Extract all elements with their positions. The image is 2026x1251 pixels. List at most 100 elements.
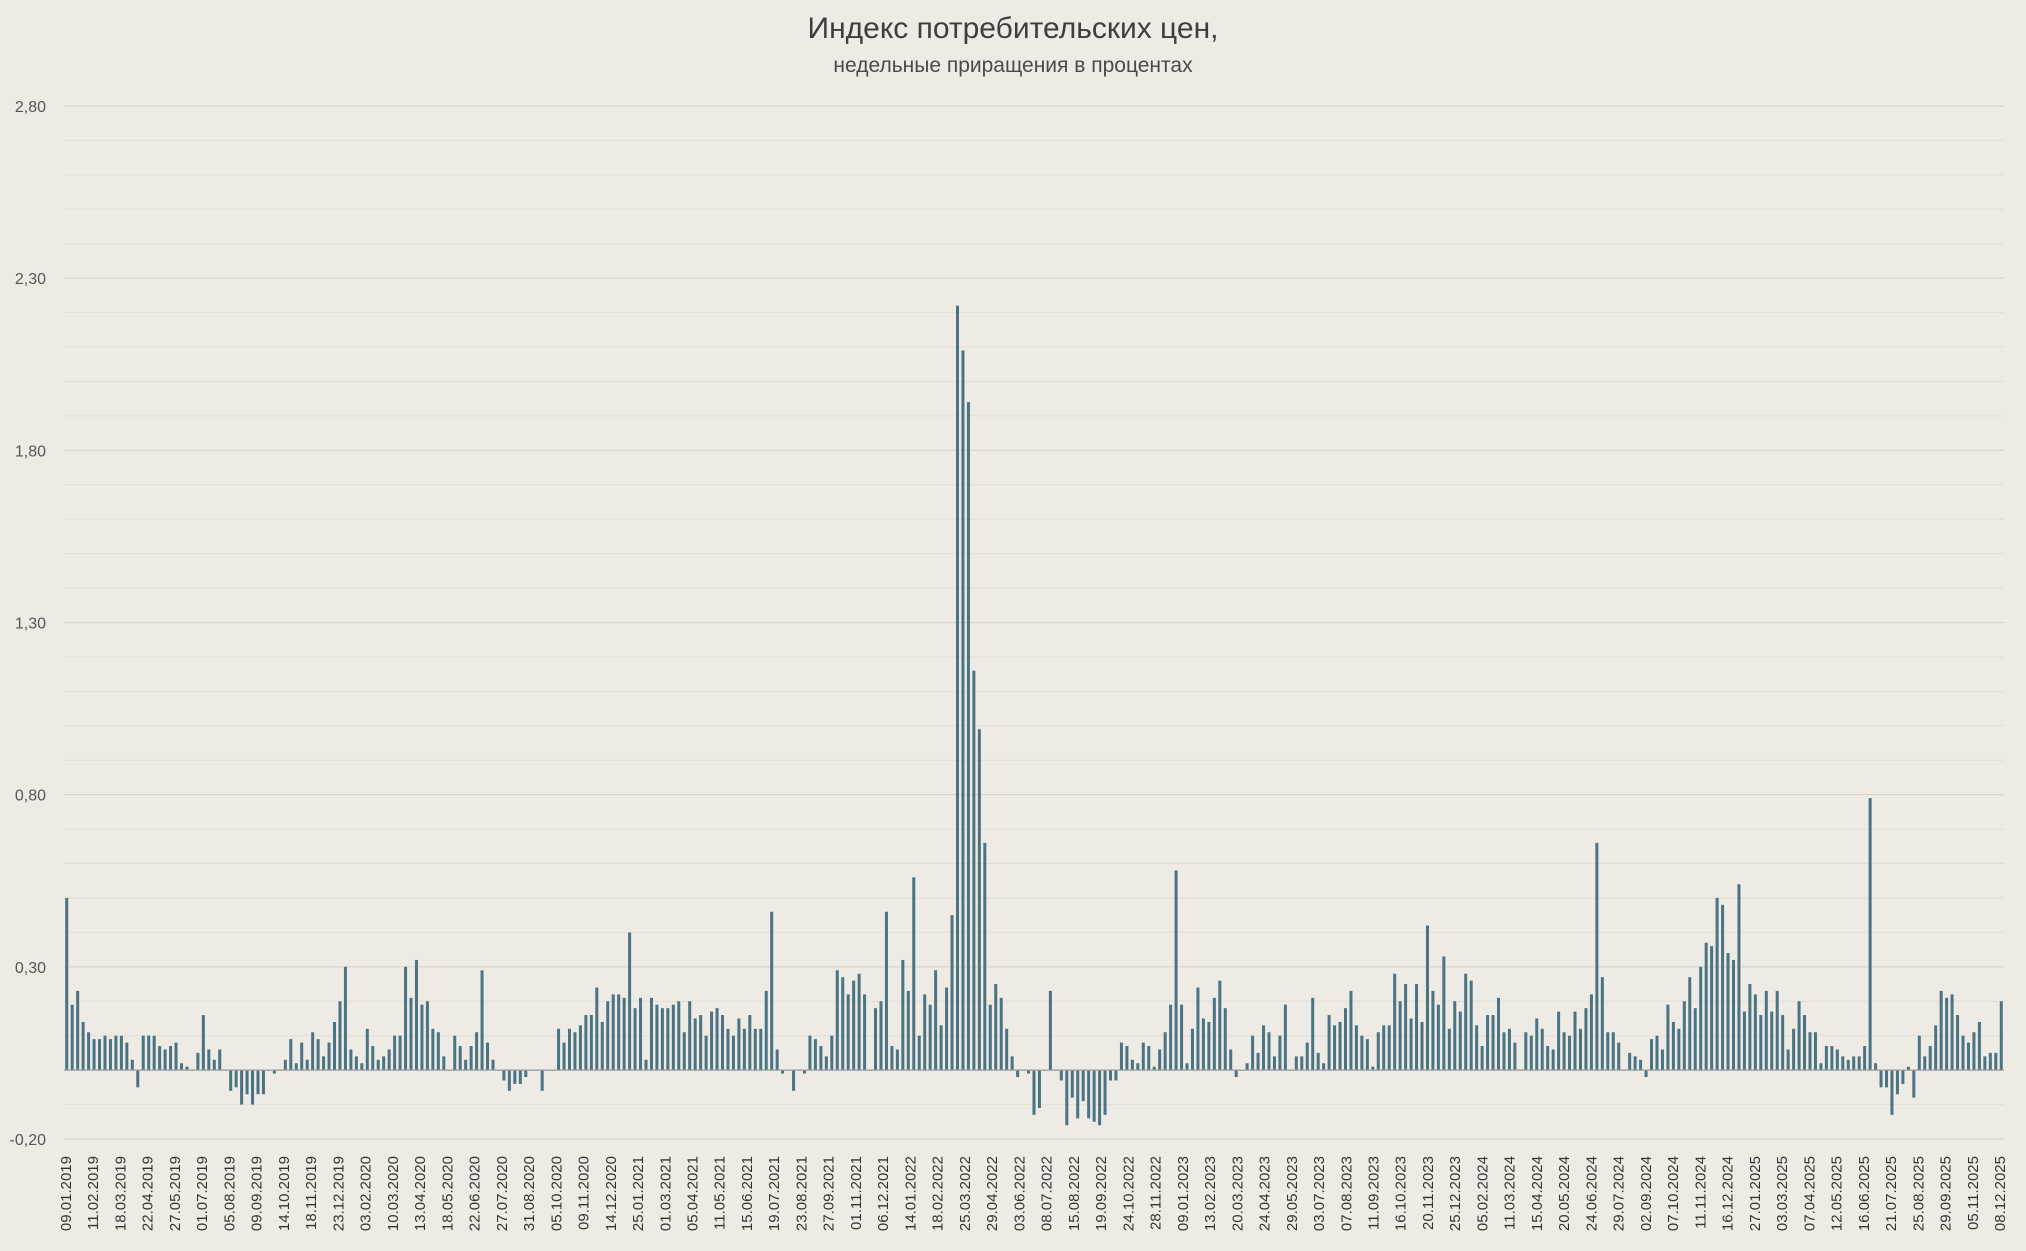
bar (524, 1070, 528, 1078)
bar (360, 1063, 364, 1071)
x-tick-label: 25.01.2021 (630, 1156, 647, 1231)
bar (1415, 984, 1419, 1071)
bar (1322, 1063, 1326, 1071)
bar (114, 1035, 118, 1071)
bar (1890, 1070, 1894, 1115)
bar (108, 1039, 112, 1071)
x-tick-label: 19.07.2021 (766, 1156, 783, 1231)
x-tick-label: 20.11.2023 (1420, 1156, 1437, 1230)
bar (1726, 953, 1730, 1071)
x-tick-label: 05.08.2019 (221, 1156, 238, 1231)
bar (1699, 966, 1703, 1071)
bar (294, 1063, 298, 1071)
bar (1480, 1046, 1484, 1071)
bar (1338, 1021, 1342, 1071)
bar (1376, 1032, 1380, 1071)
bar (1764, 990, 1768, 1071)
bar (1262, 1025, 1266, 1071)
bar (726, 1028, 730, 1071)
bar (87, 1032, 91, 1071)
bar (1502, 1032, 1506, 1071)
bar (710, 1011, 714, 1071)
bar (764, 990, 768, 1071)
bar (1076, 1070, 1080, 1119)
bar (1852, 1056, 1856, 1071)
bar (338, 1001, 342, 1071)
x-tick-label: 29.04.2022 (984, 1156, 1001, 1231)
bar (1425, 925, 1429, 1071)
bar (229, 1070, 233, 1091)
bar (316, 1039, 320, 1071)
bar (371, 1046, 375, 1071)
bar (884, 911, 888, 1071)
x-tick-label: 18.05.2020 (439, 1156, 456, 1231)
bar (655, 1004, 659, 1071)
y-tick-label: 1,30 (15, 616, 46, 633)
x-tick-label: 09.01.2023 (1175, 1156, 1192, 1231)
bar (567, 1028, 571, 1071)
bar (305, 1059, 309, 1071)
x-tick-label: 16.06.2025 (1856, 1156, 1873, 1231)
bar (1895, 1070, 1899, 1095)
bar (824, 1056, 828, 1071)
bar (1617, 1042, 1621, 1071)
bar (1371, 1066, 1375, 1071)
bar (928, 1004, 932, 1071)
bar (715, 1008, 719, 1071)
x-tick-label: 29.05.2023 (1284, 1156, 1301, 1231)
bar (1863, 1046, 1867, 1071)
x-tick-label: 20.03.2023 (1229, 1156, 1246, 1231)
x-tick-label: 15.06.2021 (739, 1156, 756, 1231)
bar (1704, 942, 1708, 1071)
bar (977, 729, 981, 1071)
bar (1879, 1070, 1883, 1088)
bar (950, 915, 954, 1071)
bar (1349, 990, 1353, 1071)
bar (1354, 1025, 1358, 1071)
x-tick-label: 01.07.2019 (194, 1156, 211, 1231)
x-tick-label: 11.02.2019 (85, 1156, 102, 1230)
bar (349, 1049, 353, 1071)
bar (731, 1035, 735, 1071)
bar (1715, 897, 1719, 1071)
bar (1934, 1025, 1938, 1071)
bar (1207, 1021, 1211, 1071)
x-tick-label: 09.01.2019 (58, 1156, 75, 1231)
bar (398, 1035, 402, 1071)
bar (617, 994, 621, 1071)
bar (1901, 1070, 1905, 1084)
bar (1529, 1035, 1533, 1071)
bar (819, 1046, 823, 1071)
bar (1458, 1011, 1462, 1071)
bar (1196, 987, 1200, 1071)
x-tick-label: 03.06.2022 (1011, 1156, 1028, 1231)
bar (1742, 1011, 1746, 1071)
bar (1387, 1025, 1391, 1071)
bar (1578, 1028, 1582, 1071)
bar (742, 1028, 746, 1071)
bar (376, 1059, 380, 1071)
bar (660, 1008, 664, 1071)
bar (1835, 1049, 1839, 1071)
bar (1874, 1063, 1878, 1071)
bar (480, 970, 484, 1071)
bar (65, 897, 69, 1071)
bar (1316, 1052, 1320, 1071)
y-tick-label: 2,30 (15, 271, 46, 288)
bar (174, 1042, 178, 1071)
bar (628, 932, 632, 1071)
bar (1813, 1032, 1817, 1071)
bar (453, 1035, 457, 1071)
bar (573, 1032, 577, 1071)
bar (1087, 1070, 1091, 1119)
bar (639, 997, 643, 1071)
bar (1103, 1070, 1107, 1115)
bar (119, 1035, 123, 1071)
bar (1540, 1028, 1544, 1071)
bar (682, 1032, 686, 1071)
bar (1786, 1049, 1790, 1071)
bar (1792, 1028, 1796, 1071)
bar (562, 1042, 566, 1071)
bar (649, 997, 653, 1071)
bar (464, 1059, 468, 1071)
